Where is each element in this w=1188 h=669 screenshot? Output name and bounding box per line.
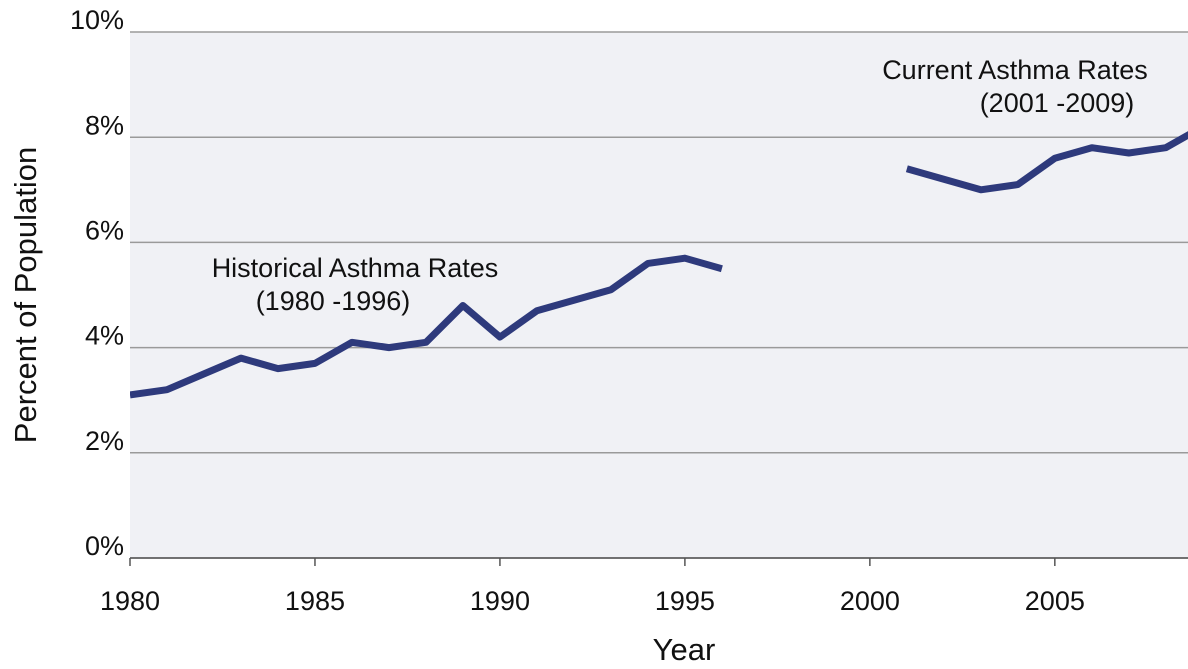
- x-tick-label: 1980: [100, 586, 160, 616]
- x-axis-label: Year: [653, 632, 716, 667]
- x-tick-label: 1995: [655, 586, 715, 616]
- plot-area: [130, 32, 1188, 558]
- y-tick-label: 10%: [70, 5, 124, 35]
- y-tick-label: 4%: [85, 321, 124, 351]
- x-tick-label: 2005: [1025, 586, 1085, 616]
- data-line: [130, 131, 1188, 399]
- annotation: (1980 -1996): [256, 286, 411, 316]
- y-tick-label: 8%: [85, 110, 124, 140]
- x-tick-label: 1985: [285, 586, 345, 616]
- y-tick-label: 2%: [85, 426, 124, 456]
- x-tick-label: 2000: [840, 586, 900, 616]
- y-tick-label: 6%: [85, 216, 124, 246]
- annotation: (2001 -2009): [980, 88, 1135, 118]
- annotation: Current Asthma Rates: [882, 55, 1148, 85]
- y-axis-label: Percent of Population: [8, 147, 43, 443]
- x-tick-label: 1990: [470, 586, 530, 616]
- annotation: Historical Asthma Rates: [212, 253, 499, 283]
- y-tick-label: 0%: [85, 531, 124, 561]
